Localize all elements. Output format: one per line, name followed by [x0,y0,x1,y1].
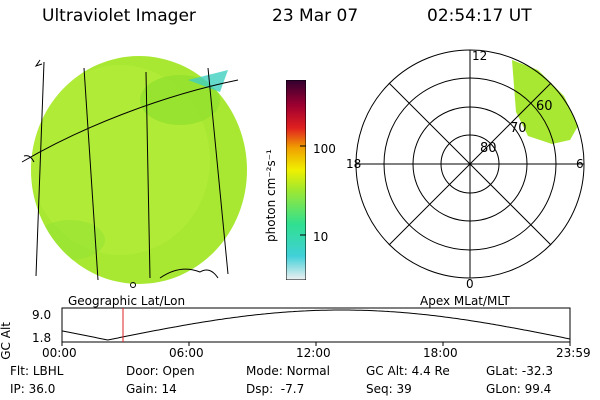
coastline-bottom [159,268,219,279]
instrument-title: Ultraviolet Imager [42,6,196,26]
info-seq: Seq: 39 [366,382,412,396]
colorbar-tick-100: 100 [313,142,336,156]
date-label: 23 Mar 07 [272,6,359,26]
polar-grid [355,49,585,279]
info-mode: Mode: Normal [246,364,330,378]
info-dsp: Dsp: -7.7 [246,382,305,396]
colorbar [285,79,307,281]
coastline-fragment [34,59,43,67]
info-gc-alt: GC Alt: 4.4 Re [366,364,450,378]
saturation-patch [188,70,228,92]
auroral-oval-patch [512,60,578,144]
info-glon: GLon: 99.4 [486,382,552,396]
time-tick-2359: 23:59 [556,346,591,360]
mlt-label-18: 18 [346,157,361,171]
time-tick-12: 12:00 [296,346,331,360]
info-flt: Flt: LBHL [10,364,64,378]
altitude-curve [61,309,571,341]
info-door: Door: Open [126,364,195,378]
altitude-tick-9: 9.0 [32,308,51,322]
station-marker [130,282,136,288]
altitude-plot-frame [61,307,571,343]
polar-plot: 12 18 6 0 60 70 80 [346,49,585,290]
mlat-label-60: 60 [536,99,553,114]
altitude-axis-label: GC Alt [0,322,13,360]
altitude-xticks [61,342,571,346]
colorbar-tick-10: 10 [313,230,329,244]
mlt-label-0: 0 [466,277,474,290]
geographic-panel-label: Geographic Lat/Lon [68,294,186,308]
time-label: 02:54:17 UT [427,6,532,26]
colorbar-unit-label: photon cm⁻²s⁻¹ [264,149,278,242]
time-tick-18: 18:00 [423,346,458,360]
geographic-image-panel [21,56,247,288]
altitude-plot: GC Alt 9.0 1.8 [0,307,571,360]
info-ip: IP: 36.0 [10,382,56,396]
colorbar-gradient [285,79,307,281]
mlt-label-12: 12 [472,49,487,63]
geographic-grid [21,61,239,281]
altitude-tick-1-8: 1.8 [32,331,51,345]
info-gain: Gain: 14 [126,382,177,396]
info-glat: GLat: -32.3 [486,364,553,378]
mlt-label-6: 6 [576,157,584,171]
apex-panel-label: Apex MLat/MLT [420,294,510,308]
time-tick-00: 00:00 [42,346,77,360]
mlat-label-70: 70 [510,121,527,136]
time-tick-06: 06:00 [169,346,204,360]
mlat-label-80: 80 [480,141,497,156]
